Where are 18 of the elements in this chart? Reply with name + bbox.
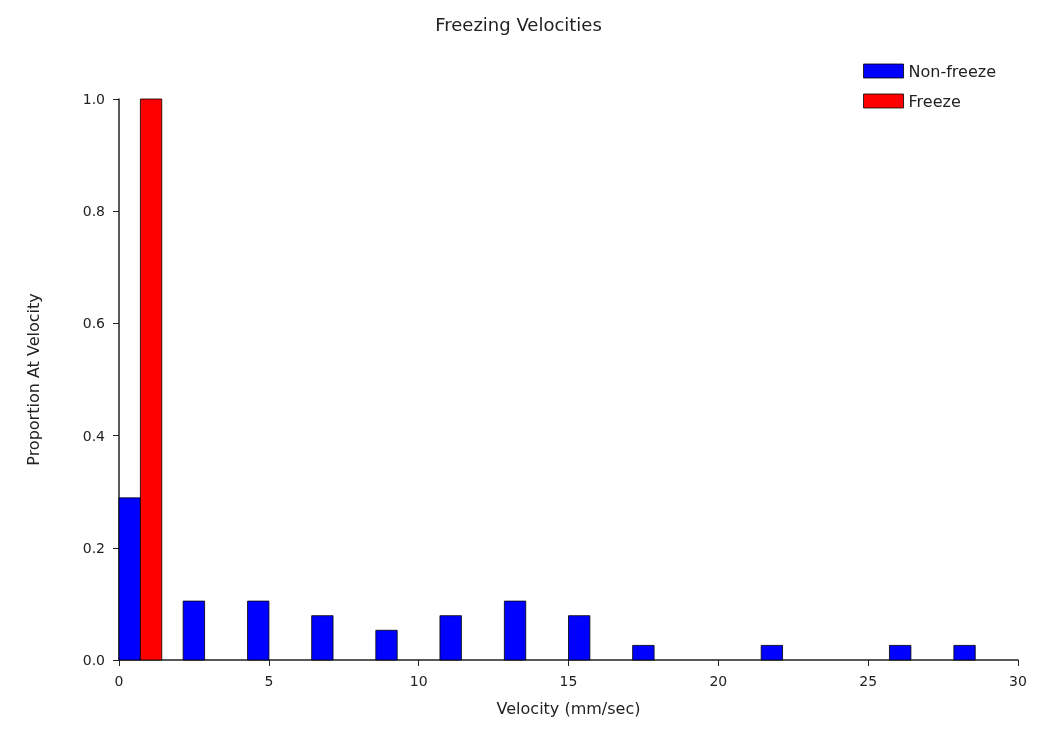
y-tick-label: 0.0 bbox=[82, 652, 105, 668]
y-tick-label: 0.2 bbox=[82, 539, 105, 556]
x-tick-label: 10 bbox=[409, 673, 428, 689]
legend-label: Freeze bbox=[908, 91, 961, 111]
legend-label: Non-freeze bbox=[908, 61, 997, 81]
x-tick-label: 5 bbox=[264, 673, 274, 689]
x-tick-label: 20 bbox=[709, 673, 728, 689]
y-tick-label: 0.6 bbox=[82, 315, 106, 332]
y-tick-label: 0.4 bbox=[82, 427, 106, 444]
x-axis-title: Velocity (mm/sec) bbox=[496, 698, 641, 718]
x-tick-label: 30 bbox=[1009, 673, 1027, 689]
x-tick-label: 25 bbox=[859, 673, 878, 689]
x-tick-label: 15 bbox=[559, 673, 578, 689]
chart-title: Freezing Velocities bbox=[435, 13, 602, 35]
x-tick-label: 0 bbox=[114, 673, 124, 689]
y-tick-label: 1.0 bbox=[82, 91, 105, 107]
y-tick-label: 0.8 bbox=[82, 203, 105, 220]
y-axis-title: Proportion At Velocity bbox=[23, 293, 43, 466]
